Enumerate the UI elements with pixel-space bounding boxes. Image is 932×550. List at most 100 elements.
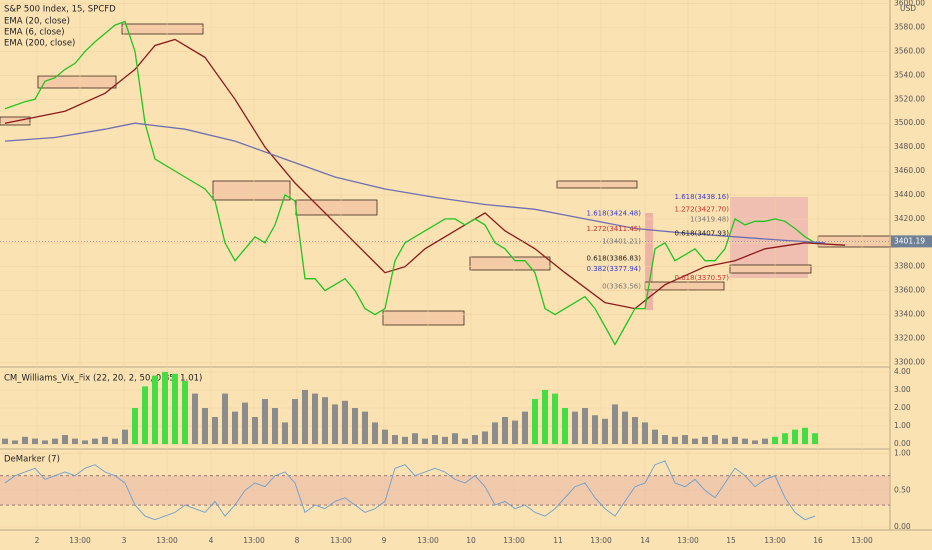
y-tick-label: 3340.00 <box>894 310 925 319</box>
y-tick-label: 3600.00 <box>894 0 925 8</box>
y-tick-label: 0.00 <box>894 439 911 448</box>
bar <box>452 433 458 445</box>
bar <box>192 393 198 445</box>
bar <box>72 438 78 445</box>
last-price-label: 3401.19 <box>894 236 925 245</box>
y-tick-label: 0.00 <box>894 522 911 531</box>
x-tick-label: 15 <box>726 536 736 545</box>
bar <box>332 404 338 445</box>
y-tick-label: 2.00 <box>894 403 911 412</box>
bar <box>392 435 398 445</box>
bar <box>722 438 728 445</box>
zone <box>729 264 812 274</box>
bar <box>652 429 658 445</box>
x-tick-label: 13:00 <box>590 536 612 545</box>
bar <box>372 422 378 445</box>
bar <box>732 436 738 445</box>
bar <box>622 411 628 445</box>
y-tick-label: 3420.00 <box>894 214 925 223</box>
zone <box>37 75 117 89</box>
y-tick-label: 3300.00 <box>894 357 925 366</box>
bar <box>312 393 318 445</box>
bar <box>132 408 138 445</box>
bar <box>712 435 718 445</box>
chart-title: S&P 500 Index, 15, SPCFD <box>4 5 116 15</box>
y-tick-label: 3360.00 <box>894 286 925 295</box>
fib-label: 0.618(3370.57) <box>675 274 730 282</box>
bar <box>212 417 218 445</box>
zone <box>644 281 725 291</box>
legend-entry: EMA (20, close) <box>4 17 70 27</box>
bar <box>382 429 388 445</box>
bar <box>662 435 668 445</box>
bar <box>572 411 578 445</box>
y-tick-label: 3520.00 <box>894 94 925 103</box>
bar <box>12 440 18 445</box>
bar <box>532 398 538 445</box>
bar <box>222 393 228 445</box>
bar <box>262 398 268 445</box>
fib-label: 1.272(3427.70) <box>675 206 730 214</box>
bar <box>672 436 678 445</box>
fib-label: 0.382(3377.94) <box>587 265 642 273</box>
bar <box>492 422 498 445</box>
bar <box>92 438 98 445</box>
line <box>4 38 846 310</box>
bar <box>422 438 428 445</box>
x-tick-label: 13:00 <box>503 536 525 545</box>
bar <box>2 438 8 445</box>
y-tick-label: 4.00 <box>894 367 911 376</box>
bar <box>802 427 808 445</box>
bar <box>122 429 128 445</box>
line <box>4 122 826 244</box>
fib-label: 1.272(3411.45) <box>587 225 642 233</box>
bar <box>482 431 488 445</box>
bar <box>232 411 238 445</box>
last-price-box <box>891 235 932 248</box>
bar <box>82 440 88 445</box>
bar <box>112 438 118 445</box>
y-tick-label: 3560.00 <box>894 46 925 55</box>
pane-title: CM_Williams_Vix_Fix (22, 20, 2, 50, 0.85… <box>4 374 202 384</box>
y-tick-label: 3460.00 <box>894 166 925 175</box>
x-tick-label: 13:00 <box>156 536 178 545</box>
bar <box>242 402 248 445</box>
fib-zone <box>645 213 653 310</box>
x-tick-label: 8 <box>295 536 300 545</box>
bar <box>22 436 28 445</box>
legend-entry: EMA (6, close) <box>4 28 65 38</box>
bar <box>292 398 298 445</box>
bar <box>522 411 528 445</box>
bar <box>702 436 708 445</box>
bar <box>812 433 818 445</box>
bar <box>752 440 758 445</box>
bar <box>542 389 548 445</box>
bar <box>582 408 588 445</box>
bar <box>52 438 58 445</box>
y-tick-label: 1.00 <box>894 421 911 430</box>
bar <box>772 436 778 445</box>
bar <box>182 380 188 445</box>
fib-label: 1.618(3424.48) <box>587 210 642 218</box>
bar <box>502 417 508 445</box>
zone <box>295 199 378 216</box>
currency: USD <box>900 4 916 13</box>
bar <box>172 373 178 445</box>
bar <box>42 440 48 445</box>
bar <box>742 438 748 445</box>
zone <box>212 180 291 201</box>
x-tick-label: 3 <box>122 536 127 545</box>
bar <box>632 417 638 445</box>
zone <box>121 23 204 35</box>
bar <box>762 438 768 445</box>
fib-label: 1.618(3438.16) <box>675 193 730 201</box>
y-tick-label: 3.00 <box>894 385 911 394</box>
bar <box>142 386 148 445</box>
bar <box>692 438 698 445</box>
y-tick-label: 3380.00 <box>894 262 925 271</box>
bar <box>282 422 288 445</box>
bar <box>322 397 328 445</box>
bar <box>62 435 68 445</box>
bar <box>362 411 368 445</box>
